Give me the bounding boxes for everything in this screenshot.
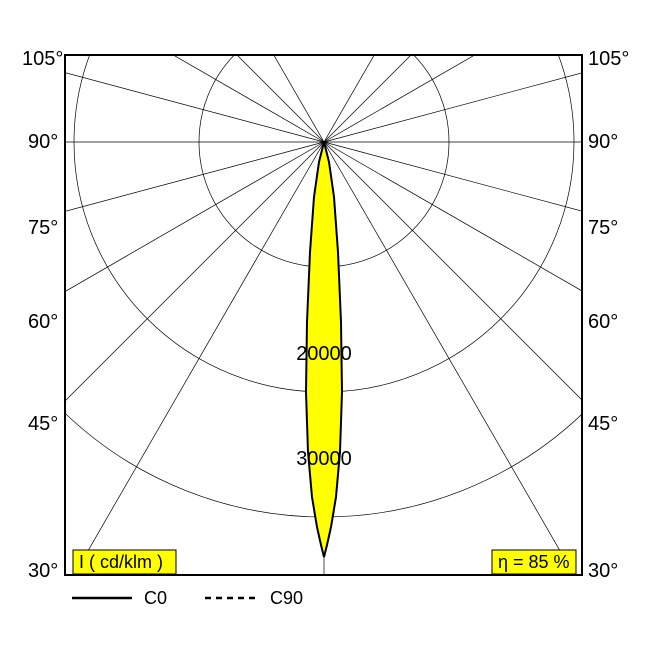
- legend-c0-label: C0: [144, 588, 167, 608]
- radial-right-135: [324, 0, 650, 142]
- polar-chart-container: 20000 30000 105° 90° 75° 60° 45° 30° 105° 90° 75° 6…: [0, 0, 650, 650]
- angle-label-right-45: 45°: [588, 413, 618, 435]
- radial-left-135: [0, 0, 324, 142]
- efficiency-text: η = 85 %: [498, 552, 570, 572]
- angle-label-right-75: 75°: [588, 217, 618, 239]
- radial-right-60: [324, 142, 650, 392]
- angle-label-right-105: 105°: [588, 48, 629, 70]
- ring-label-20000: 20000: [296, 343, 352, 365]
- ring-label-30000: 30000: [296, 448, 352, 470]
- polar-chart-svg: 20000 30000 105° 90° 75° 60° 45° 30° 105° 90° 75° 6…: [0, 0, 650, 650]
- angle-label-left-30: 30°: [28, 560, 58, 582]
- angle-label-right-30: 30°: [588, 560, 618, 582]
- angle-label-right-90: 90°: [588, 131, 618, 153]
- radial-left-30: [74, 142, 324, 575]
- radial-left-120: [0, 0, 324, 142]
- radial-right-75: [324, 142, 650, 271]
- radial-left-60: [0, 142, 324, 392]
- intensity-unit-text: I ( cd/klm ): [79, 552, 163, 572]
- radial-right-105: [324, 13, 650, 142]
- angle-label-left-75: 75°: [28, 217, 58, 239]
- angle-label-left-90: 90°: [28, 131, 58, 153]
- legend-c90-label: C90: [270, 588, 303, 608]
- angle-label-left-45: 45°: [28, 413, 58, 435]
- angle-label-left-60: 60°: [28, 311, 58, 333]
- angle-label-left-105: 105°: [22, 48, 63, 70]
- radial-left-105: [0, 13, 324, 142]
- radial-right-120: [324, 0, 650, 142]
- radial-right-30: [324, 142, 574, 575]
- angle-label-right-60: 60°: [588, 311, 618, 333]
- radial-left-75: [0, 142, 324, 271]
